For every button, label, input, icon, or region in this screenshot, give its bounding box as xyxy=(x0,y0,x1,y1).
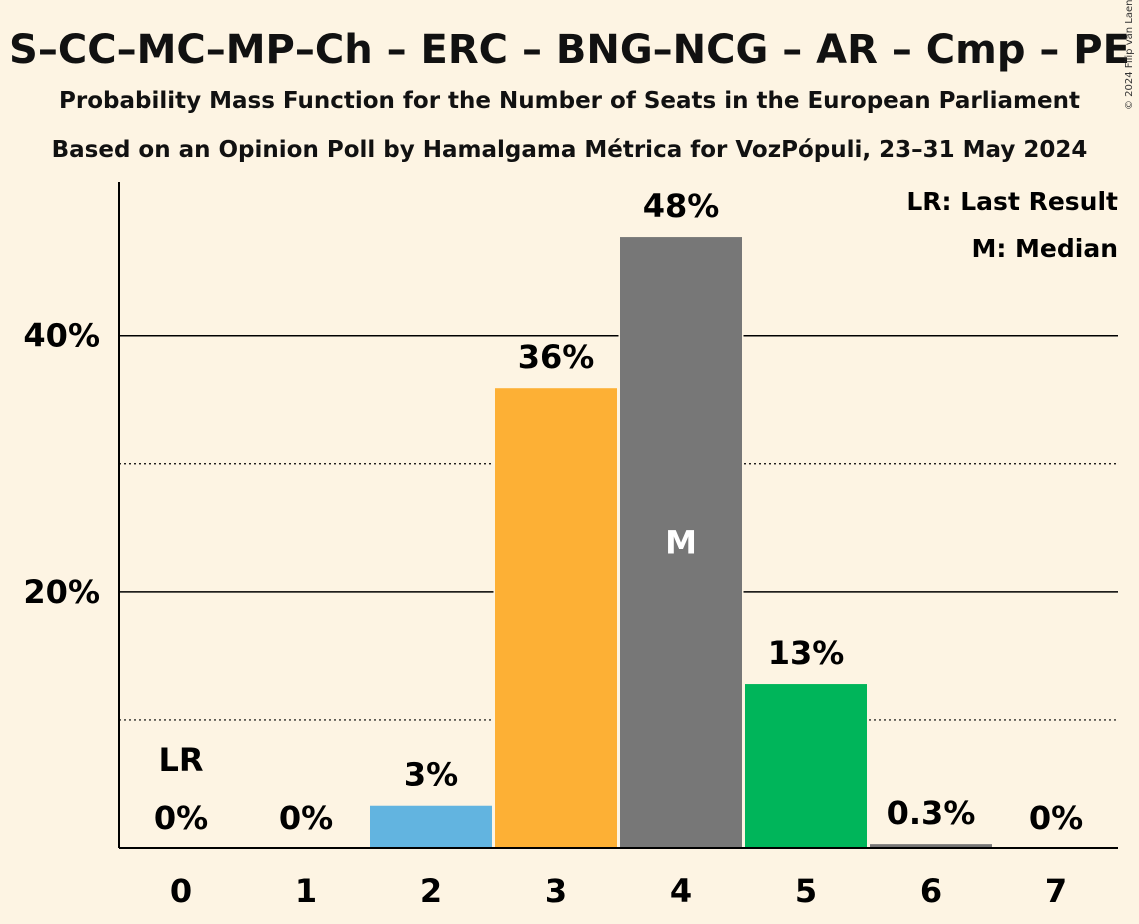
bar-seat-6 xyxy=(870,844,992,848)
bar-seat-2 xyxy=(370,805,492,848)
bars xyxy=(368,235,994,849)
bar-seat-5 xyxy=(745,684,867,848)
x-tick-label: 2 xyxy=(420,872,442,910)
value-label: 13% xyxy=(768,634,845,672)
legend-last-result: LR: Last Result xyxy=(906,187,1118,216)
axes: 20% 40% 0 1 2 3 4 5 6 7 xyxy=(23,182,1118,910)
bar-seat-3 xyxy=(495,388,617,848)
bar-seat-4 xyxy=(620,237,742,849)
value-label: 48% xyxy=(643,187,720,225)
x-tick-label: 1 xyxy=(295,872,317,910)
value-label: 0% xyxy=(154,799,208,837)
x-tick-label: 4 xyxy=(670,872,692,910)
data-labels: 0% 0% 3% 36% 48% 13% 0.3% 0% LR M xyxy=(154,187,1083,837)
value-label: 0% xyxy=(1029,799,1083,837)
value-label: 0.3% xyxy=(887,794,976,832)
y-tick-label: 40% xyxy=(23,317,100,355)
value-label: 3% xyxy=(404,756,458,794)
median-marker: M xyxy=(665,524,697,562)
chart-source-subtitle: Based on an Opinion Poll by Hamalgama Mé… xyxy=(51,137,1088,163)
value-label: 0% xyxy=(279,799,333,837)
value-label: 36% xyxy=(518,338,595,376)
x-tick-label: 7 xyxy=(1045,872,1067,910)
last-result-marker: LR xyxy=(158,741,203,779)
y-tick-label: 20% xyxy=(23,573,100,611)
legend-median: M: Median xyxy=(971,234,1118,263)
chart-title: S–CC–MC–MP–Ch – ERC – BNG–NCG – AR – Cmp… xyxy=(9,27,1130,73)
x-tick-label: 5 xyxy=(795,872,817,910)
x-tick-label: 0 xyxy=(170,872,192,910)
x-tick-label: 3 xyxy=(545,872,567,910)
x-tick-label: 6 xyxy=(920,872,942,910)
chart-subtitle: Probability Mass Function for the Number… xyxy=(59,88,1080,114)
